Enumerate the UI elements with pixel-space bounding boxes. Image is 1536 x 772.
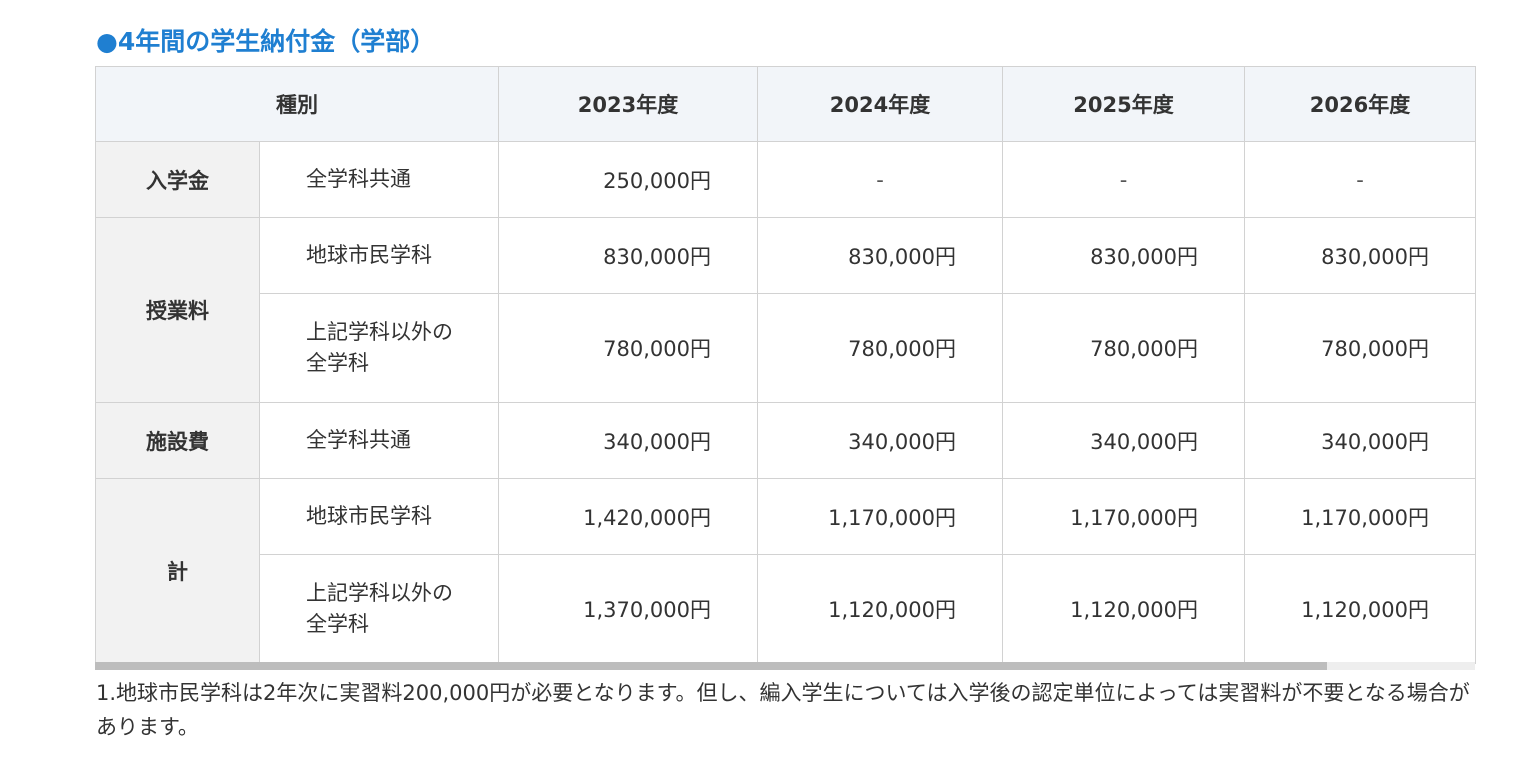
section-heading: ●4年間の学生納付金（学部） [96,27,436,56]
header-year-2023: 2023年度 [498,66,758,142]
fee-value: 1,170,000円 [757,478,1003,555]
fee-value: 780,000円 [1244,293,1476,403]
fee-value: 780,000円 [498,293,758,403]
fee-value: 830,000円 [498,217,758,294]
category-total: 計 [95,478,260,664]
row-label: 上記学科以外の全学科 [259,293,499,403]
fee-value: - [1244,141,1476,218]
row-label-text: 上記学科以外の全学科 [306,320,453,375]
fee-value: 340,000円 [498,402,758,479]
header-year-2026: 2026年度 [1244,66,1476,142]
fee-value: 1,120,000円 [1002,554,1245,664]
fee-value: 1,120,000円 [757,554,1003,664]
fee-value: - [757,141,1003,218]
row-label-text: 上記学科以外の全学科 [306,581,453,636]
fee-value: 830,000円 [757,217,1003,294]
table-row: 施設費 全学科共通 340,000円 340,000円 340,000円 340… [95,402,1476,479]
table-row: 上記学科以外の全学科 780,000円 780,000円 780,000円 78… [96,293,1476,403]
fee-value: 1,120,000円 [1244,554,1476,664]
fee-value: 1,170,000円 [1244,478,1476,555]
fee-value: 780,000円 [1002,293,1245,403]
fee-value: 340,000円 [1244,402,1476,479]
table-row: 入学金 全学科共通 250,000円 - - - [95,141,1476,218]
header-category: 種別 [95,66,499,142]
table-row: 計 地球市民学科 1,420,000円 1,170,000円 1,170,000… [95,478,1476,664]
horizontal-scrollbar[interactable] [95,662,1475,670]
header-year-2024: 2024年度 [757,66,1003,142]
fee-value: 250,000円 [498,141,758,218]
fee-table: 種別 2023年度 2024年度 2025年度 2026年度 入学金 全学科共通… [95,66,1476,664]
fee-value: 340,000円 [1002,402,1245,479]
scrollbar-thumb[interactable] [95,662,1327,670]
fee-value: 1,370,000円 [498,554,758,664]
fee-value: 780,000円 [757,293,1003,403]
table-row: 授業料 地球市民学科 830,000円 830,000円 830,000円 83… [95,217,1476,403]
row-label: 上記学科以外の全学科 [259,554,499,664]
fee-value: 340,000円 [757,402,1003,479]
footnote: 1.地球市民学科は2年次に実習料200,000円が必要となります。但し、編入学生… [96,681,1470,739]
row-label: 地球市民学科 [259,217,499,294]
row-label: 全学科共通 [259,402,499,479]
fee-value: 1,420,000円 [498,478,758,555]
table-row: 上記学科以外の全学科 1,370,000円 1,120,000円 1,120,0… [96,554,1476,664]
fee-value: 830,000円 [1002,217,1245,294]
header-year-2025: 2025年度 [1002,66,1245,142]
fee-value: 830,000円 [1244,217,1476,294]
fee-table-container: 種別 2023年度 2024年度 2025年度 2026年度 入学金 全学科共通… [95,66,1476,664]
category-tuition: 授業料 [95,217,260,403]
fee-value: - [1002,141,1245,218]
category-admission: 入学金 [95,141,260,218]
row-label: 地球市民学科 [259,478,499,555]
category-facility: 施設費 [95,402,260,479]
row-label: 全学科共通 [259,141,499,218]
fee-value: 1,170,000円 [1002,478,1245,555]
table-header-row: 種別 2023年度 2024年度 2025年度 2026年度 [95,66,1476,142]
